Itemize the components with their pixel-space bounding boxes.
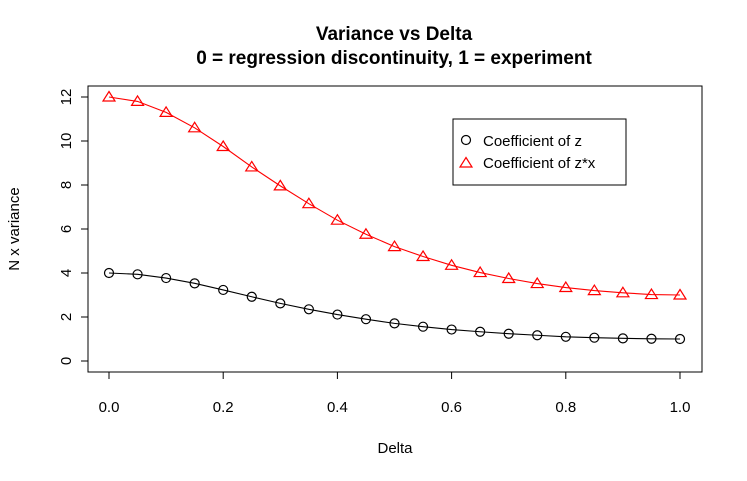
data-point-circle [475, 326, 486, 337]
data-point-circle [589, 332, 600, 343]
data-point-circle [275, 298, 286, 309]
data-point-triangle [101, 90, 117, 102]
y-tick-label: 10 [58, 133, 75, 150]
y-tick-label: 4 [58, 269, 75, 277]
legend: Coefficient of z Coefficient of z*x [452, 118, 627, 186]
data-point-triangle [587, 283, 602, 296]
data-point-triangle [501, 271, 516, 284]
x-axis: 0.0 0.2 0.4 0.6 0.8 1.0 [99, 371, 691, 416]
x-tick-label: 0.4 [327, 399, 348, 416]
data-point-circle [360, 314, 372, 325]
data-point-triangle [187, 121, 202, 133]
data-point-circle [189, 278, 200, 289]
data-point-triangle [130, 94, 145, 107]
data-point-triangle [216, 139, 231, 152]
y-tick-label: 0 [58, 357, 75, 365]
data-point-triangle [615, 286, 630, 298]
data-point-triangle [558, 280, 573, 293]
legend-box [452, 118, 627, 186]
data-point-circle [132, 269, 143, 280]
legend-marker-circle [460, 134, 472, 146]
series-layer [101, 90, 688, 345]
data-point-circle [161, 272, 172, 284]
x-tick-label: 0.0 [99, 399, 120, 416]
data-point-circle [246, 291, 257, 302]
data-point-triangle [473, 265, 488, 278]
data-point-triangle [644, 287, 659, 300]
data-point-circle [532, 330, 543, 341]
data-point-circle [617, 333, 629, 344]
data-point-triangle [159, 105, 174, 118]
x-axis-label: Delta [377, 440, 413, 457]
data-point-triangle [530, 276, 545, 289]
x-tick-label: 0.2 [213, 399, 234, 416]
data-point-triangle [273, 179, 288, 191]
x-tick-label: 0.8 [555, 399, 576, 416]
legend-label-series-1: Coefficient of z [483, 133, 582, 150]
x-tick-label: 1.0 [670, 399, 691, 416]
legend-marker-triangle [458, 156, 474, 168]
data-point-circle [303, 304, 314, 315]
y-tick-label: 12 [58, 89, 75, 106]
legend-label-series-2: Coefficient of z*x [483, 155, 596, 172]
data-point-circle [103, 267, 115, 279]
data-point-triangle [301, 197, 316, 209]
y-tick-label: 6 [58, 225, 75, 233]
y-tick-label: 2 [58, 313, 75, 321]
chart-title: Variance vs Delta [316, 24, 473, 45]
y-axis: 0 2 4 6 8 10 12 [58, 89, 89, 365]
data-point-circle [218, 284, 229, 296]
data-point-circle [389, 318, 400, 329]
series-line-2 [108, 96, 681, 296]
data-point-triangle [444, 258, 459, 270]
data-point-triangle [244, 160, 259, 172]
data-point-triangle [358, 227, 374, 239]
data-point-circle [417, 321, 429, 332]
y-tick-label: 8 [58, 181, 75, 189]
data-point-circle [446, 324, 457, 335]
data-point-triangle [415, 249, 431, 262]
data-point-triangle [330, 213, 345, 225]
data-point-circle [560, 331, 571, 342]
series-line-1 [108, 272, 681, 340]
chart-subtitle: 0 = regression discontinuity, 1 = experi… [196, 48, 592, 69]
data-point-circle [646, 333, 657, 344]
data-point-circle [503, 328, 514, 339]
data-point-circle [674, 333, 686, 345]
data-point-triangle [387, 239, 402, 252]
y-axis-label: N x variance [6, 187, 23, 270]
data-point-circle [332, 309, 343, 320]
data-point-triangle [672, 288, 688, 300]
x-tick-label: 0.6 [441, 399, 462, 416]
